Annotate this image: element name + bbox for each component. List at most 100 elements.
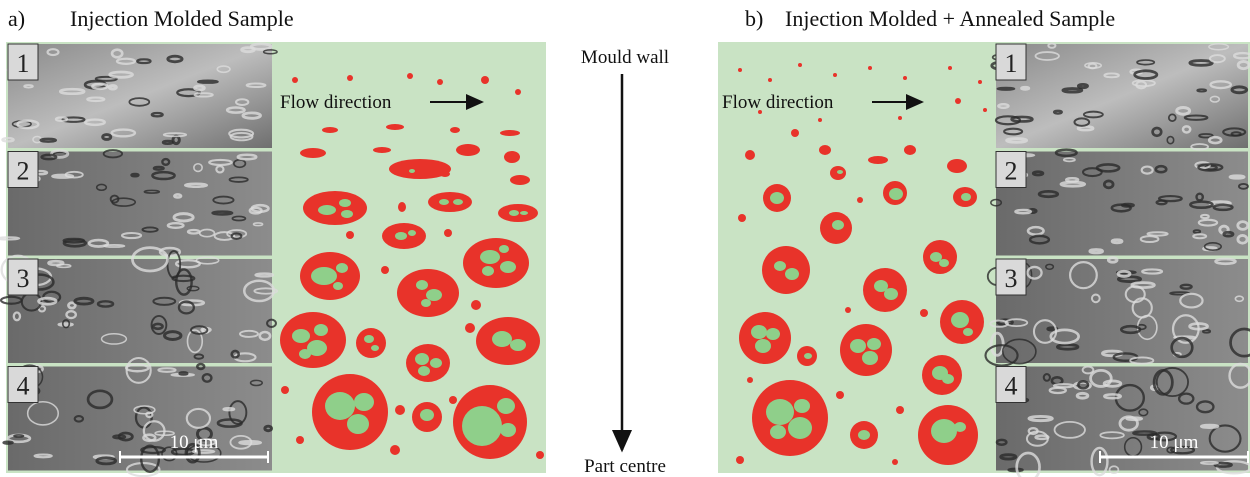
dispersed-particle <box>381 266 389 274</box>
micrograph <box>8 152 272 256</box>
inclusion <box>931 419 957 443</box>
axis-top-label: Mould wall <box>581 47 669 68</box>
micrograph-feature <box>1122 204 1133 206</box>
dispersed-particle <box>818 118 822 122</box>
inclusion <box>364 335 374 343</box>
dispersed-particle <box>465 323 475 333</box>
inclusion <box>347 414 369 434</box>
dispersed-particle <box>398 202 406 212</box>
inclusion <box>867 338 881 350</box>
scale-label: 10 μm <box>1150 432 1199 453</box>
dispersed-particle <box>346 231 354 239</box>
dispersed-particle <box>300 148 326 158</box>
panel-label: a) <box>8 6 25 31</box>
inclusion <box>354 393 374 411</box>
inclusion <box>766 328 780 340</box>
dispersed-particle <box>449 396 457 404</box>
dispersed-particle <box>739 312 791 364</box>
inclusion <box>961 193 971 201</box>
inclusion <box>325 392 355 420</box>
dispersed-particle <box>738 214 746 222</box>
micrograph-feature <box>59 323 73 325</box>
dispersed-particle <box>500 130 520 136</box>
inclusion <box>333 282 343 290</box>
dispersed-particle <box>762 246 810 294</box>
inclusion <box>939 259 949 267</box>
inclusion <box>426 289 442 301</box>
tile-number: 3 <box>17 264 30 293</box>
inclusion <box>951 312 969 328</box>
tile-number: 1 <box>17 49 30 78</box>
inclusion <box>770 192 784 204</box>
dispersed-particle <box>983 108 987 112</box>
dispersed-particle <box>456 144 480 156</box>
inclusion <box>774 261 786 271</box>
inclusion <box>492 331 512 347</box>
inclusion <box>755 339 771 353</box>
dispersed-particle <box>395 405 405 415</box>
micrograph-feature <box>240 441 261 443</box>
dispersed-particle <box>892 459 898 465</box>
inclusion <box>862 351 878 365</box>
inclusion <box>336 263 348 273</box>
dispersed-particle <box>481 76 489 84</box>
dispersed-particle <box>407 73 413 79</box>
inclusion <box>520 211 528 215</box>
inclusion <box>430 358 442 368</box>
inclusion <box>889 188 903 200</box>
dispersed-particle <box>920 309 928 317</box>
inclusion <box>395 232 407 240</box>
dispersed-particle <box>437 79 443 85</box>
dispersed-particle <box>347 75 353 81</box>
inclusion <box>850 339 866 353</box>
inclusion <box>500 261 516 273</box>
inclusion <box>500 423 516 437</box>
dispersed-particle <box>390 445 400 455</box>
panel-title: Injection Molded + Annealed Sample <box>785 6 1115 31</box>
dispersed-particle <box>845 307 851 313</box>
tile-number: 2 <box>1005 157 1018 186</box>
inclusion <box>942 374 954 384</box>
figure: a) Injection Molded Sample b) Injection … <box>0 0 1250 477</box>
inclusion <box>788 417 812 439</box>
inclusion <box>858 430 870 440</box>
dispersed-particle <box>292 77 298 83</box>
inclusion <box>415 353 429 365</box>
dispersed-particle <box>758 110 762 114</box>
inclusion <box>509 210 519 216</box>
inclusion <box>884 288 898 300</box>
inclusion <box>480 250 500 264</box>
dispersed-particle <box>322 127 338 133</box>
inclusion <box>832 220 844 230</box>
panel-label: b) <box>745 6 763 31</box>
dispersed-particle <box>947 159 967 173</box>
inclusion <box>766 399 794 425</box>
inclusion <box>499 245 509 253</box>
inclusion <box>510 339 526 351</box>
dispersed-particle <box>450 127 460 133</box>
dispersed-particle <box>798 63 802 67</box>
dispersed-particle <box>386 124 404 130</box>
inclusion <box>954 422 966 432</box>
dispersed-particle <box>280 312 346 368</box>
dispersed-particle <box>745 150 755 160</box>
dispersed-particle <box>515 89 521 95</box>
inclusion <box>497 398 515 414</box>
dispersed-particle <box>504 151 520 163</box>
inclusion <box>318 205 336 215</box>
inclusion <box>299 349 311 359</box>
dispersed-particle <box>819 145 831 155</box>
dispersed-particle <box>444 229 452 237</box>
dispersed-particle <box>868 66 872 70</box>
dispersed-particle <box>356 328 386 358</box>
dispersed-particle <box>738 68 742 72</box>
inclusion <box>408 230 416 236</box>
dispersed-particle <box>281 386 289 394</box>
inclusion <box>341 210 353 218</box>
inclusion <box>963 328 973 336</box>
inclusion <box>794 399 810 413</box>
scale-label: 10 μm <box>170 432 219 453</box>
inclusion <box>314 324 328 336</box>
inclusion <box>462 406 502 446</box>
dispersed-particle <box>406 344 450 382</box>
